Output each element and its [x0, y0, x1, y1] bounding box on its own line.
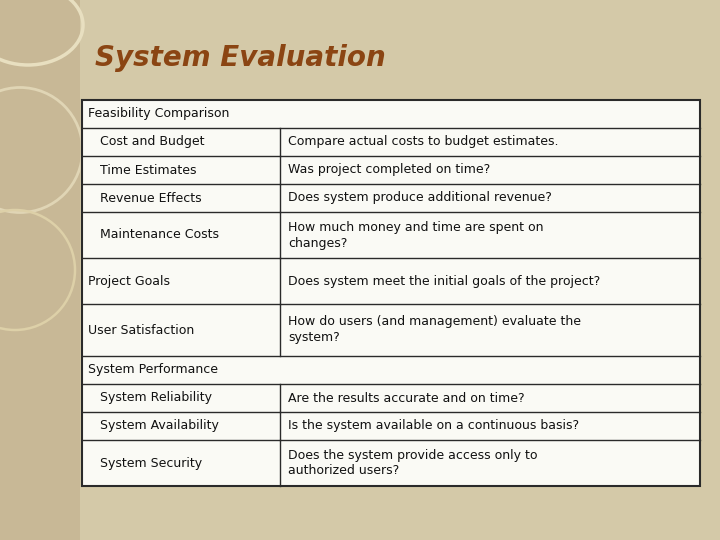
- Text: Compare actual costs to budget estimates.: Compare actual costs to budget estimates…: [288, 136, 559, 148]
- Bar: [0, 0, 80, 540]
- Bar: [82, 100, 700, 486]
- Text: Feasibility Comparison: Feasibility Comparison: [88, 107, 230, 120]
- Text: Does system produce additional revenue?: Does system produce additional revenue?: [288, 192, 552, 205]
- Text: Was project completed on time?: Was project completed on time?: [288, 164, 490, 177]
- Text: Project Goals: Project Goals: [88, 274, 170, 287]
- Text: Maintenance Costs: Maintenance Costs: [100, 228, 219, 241]
- Text: User Satisfaction: User Satisfaction: [88, 323, 194, 336]
- Text: Are the results accurate and on time?: Are the results accurate and on time?: [288, 392, 525, 404]
- Text: How do users (and management) evaluate the
system?: How do users (and management) evaluate t…: [288, 315, 581, 345]
- Text: System Reliability: System Reliability: [100, 392, 212, 404]
- Text: How much money and time are spent on
changes?: How much money and time are spent on cha…: [288, 220, 544, 249]
- Text: Is the system available on a continuous basis?: Is the system available on a continuous …: [288, 420, 579, 433]
- Text: Does system meet the initial goals of the project?: Does system meet the initial goals of th…: [288, 274, 600, 287]
- Text: System Availability: System Availability: [100, 420, 219, 433]
- Text: Time Estimates: Time Estimates: [100, 164, 197, 177]
- Text: Does the system provide access only to
authorized users?: Does the system provide access only to a…: [288, 449, 538, 477]
- Text: System Evaluation: System Evaluation: [95, 44, 386, 72]
- Text: Revenue Effects: Revenue Effects: [100, 192, 202, 205]
- Text: System Security: System Security: [100, 456, 202, 469]
- Text: Cost and Budget: Cost and Budget: [100, 136, 204, 148]
- Text: System Performance: System Performance: [88, 363, 218, 376]
